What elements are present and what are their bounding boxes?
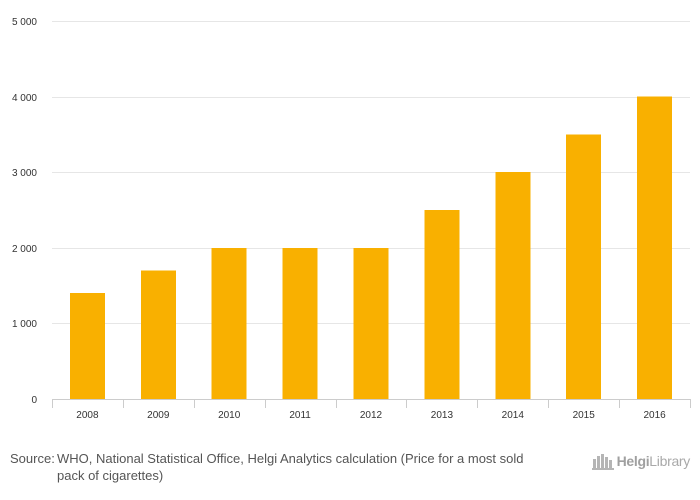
helgilibrary-logo[interactable]: HelgiLibrary <box>591 450 691 472</box>
x-tick-label: 2011 <box>289 410 311 421</box>
chart-footer: Source: WHO, National Statistical Office… <box>0 448 700 500</box>
logo-text-regular: Library <box>649 453 690 469</box>
library-building-icon <box>591 454 614 470</box>
y-tick-label: 1 000 <box>12 319 37 330</box>
bar-2009[interactable] <box>140 270 176 400</box>
y-tick-label: 2 000 <box>12 244 37 255</box>
bar-2012[interactable] <box>353 247 389 399</box>
y-tick-label: 5 000 <box>12 17 37 28</box>
bars <box>69 96 673 400</box>
x-tick-label: 2016 <box>643 410 666 421</box>
bar-2015[interactable] <box>566 134 602 399</box>
x-tick-label: 2012 <box>360 410 383 421</box>
y-tick-label: 3 000 <box>12 168 37 179</box>
y-axis-labels: 0 1 000 2 000 3 000 4 000 5 000 <box>12 17 37 406</box>
source-note: Source: WHO, National Statistical Office… <box>10 450 540 484</box>
x-axis-labels: 2008 2009 2010 2011 2012 2013 2014 2015 2016 <box>76 410 666 421</box>
y-tick-label: 4 000 <box>12 93 37 104</box>
x-tick-label: 2009 <box>147 410 170 421</box>
bar-2014[interactable] <box>495 172 531 399</box>
bar-2010[interactable] <box>211 247 247 399</box>
bar-2013[interactable] <box>424 210 460 399</box>
x-tick-label: 2010 <box>218 410 241 421</box>
logo-text: HelgiLibrary <box>616 453 691 469</box>
bar-2011[interactable] <box>282 247 318 399</box>
x-axis <box>52 399 691 408</box>
y-tick-label: 0 <box>31 395 37 406</box>
source-text: WHO, National Statistical Office, Helgi … <box>57 451 524 483</box>
source-label: Source: <box>10 451 55 466</box>
x-tick-label: 2014 <box>502 410 525 421</box>
bar-2016[interactable] <box>637 96 673 399</box>
x-tick-label: 2008 <box>76 410 99 421</box>
logo-text-bold: Helgi <box>616 453 650 469</box>
x-tick-label: 2015 <box>573 410 596 421</box>
bar-2008[interactable] <box>69 293 105 399</box>
x-tick-label: 2013 <box>431 410 454 421</box>
